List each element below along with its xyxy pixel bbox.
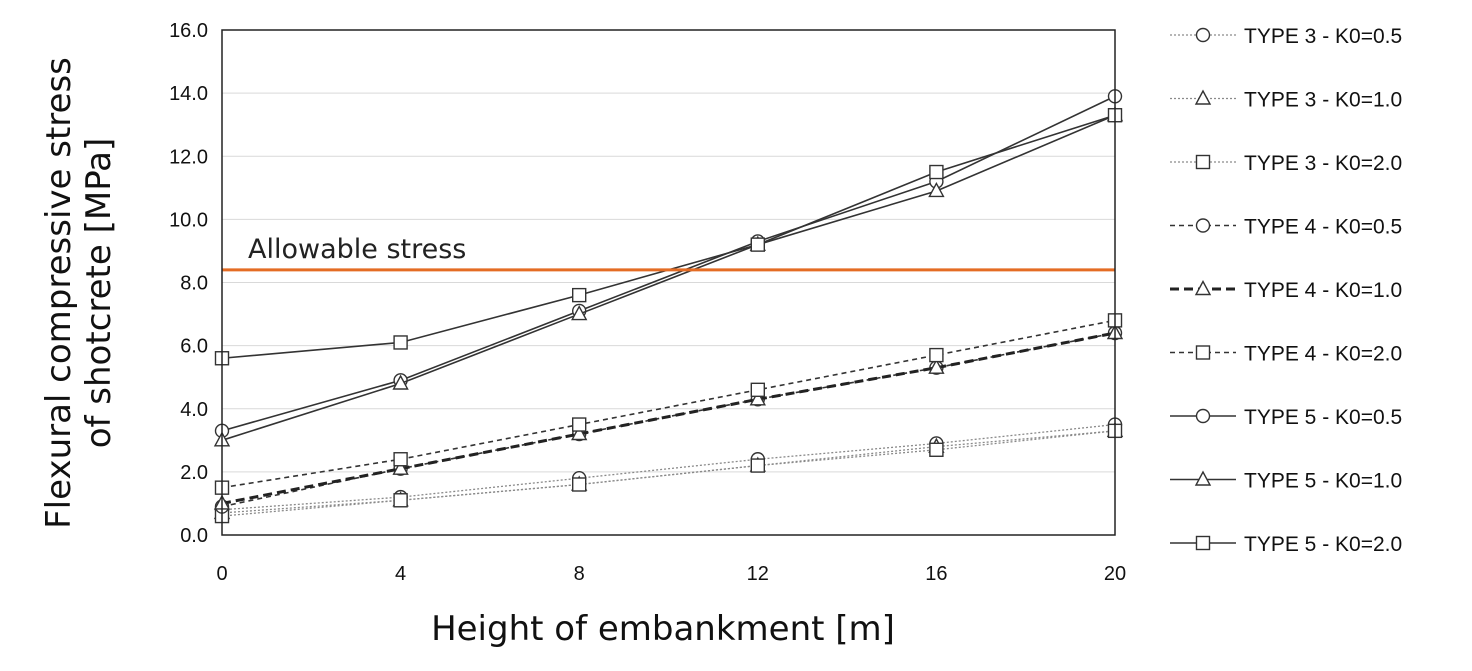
x-tick-label: 12	[747, 563, 769, 585]
legend-label: TYPE 4 - K0=2.0	[1244, 343, 1402, 366]
legend-marker	[1195, 408, 1211, 424]
data-point	[393, 335, 408, 350]
y-tick-label: 16.0	[169, 20, 208, 42]
legend-label: TYPE 5 - K0=1.0	[1244, 470, 1402, 493]
data-point	[928, 181, 945, 198]
data-point	[929, 347, 944, 363]
legend: TYPE 3 - K0=0.5 TYPE 3 - K0=1.0 TYPE 3 - K…	[1170, 25, 1402, 556]
data-point	[572, 417, 587, 432]
data-point	[572, 477, 587, 492]
legend-item: TYPE 4 - K0=1.0	[1170, 279, 1402, 302]
y-tick-label: 0.0	[180, 525, 208, 547]
series-line	[221, 430, 1116, 517]
data-point	[749, 390, 766, 406]
data-point	[393, 493, 408, 508]
legend-label: TYPE 5 - K0=2.0	[1244, 533, 1402, 556]
allowable-stress-label: Allowable stress	[248, 234, 466, 265]
y-tick-label: 2.0	[180, 462, 208, 484]
x-axis-title: Height of embankment [m]	[431, 609, 895, 649]
legend-item: TYPE 5 - K0=0.5	[1170, 406, 1402, 429]
series-line	[221, 114, 1116, 442]
y-tick-label: 8.0	[180, 273, 208, 295]
data-point	[750, 382, 765, 398]
y-axis-title: Flexural compressive stress of shotcrete…	[39, 57, 119, 529]
data-point	[392, 459, 409, 475]
data-point	[929, 164, 944, 180]
legend-marker	[1194, 470, 1212, 486]
legend-item: TYPE 3 - K0=1.0	[1170, 89, 1402, 112]
legend-label: TYPE 3 - K0=0.5	[1244, 25, 1402, 48]
legend-marker	[1195, 345, 1211, 360]
y-tick-label: 14.0	[169, 83, 208, 105]
x-tick-label: 16	[925, 563, 947, 585]
y-tick-label: 4.0	[180, 399, 208, 421]
y-tick-label: 12.0	[169, 146, 208, 168]
y-axis-title-line-2: of shotcrete [MPa]	[79, 138, 119, 449]
legend-marker	[1195, 154, 1211, 170]
series-line	[221, 319, 1116, 489]
plot-frame	[221, 29, 1116, 536]
legend-label: TYPE 3 - K0=2.0	[1244, 152, 1402, 175]
y-tick-label: 6.0	[180, 336, 208, 358]
legend-marker	[1194, 89, 1212, 105]
series-line	[221, 331, 1116, 505]
legend-label: TYPE 4 - K0=1.0	[1244, 279, 1402, 302]
legend-item: TYPE 3 - K0=2.0	[1170, 152, 1402, 175]
series-type-4-k0-1-0	[213, 324, 1124, 510]
legend-label: TYPE 4 - K0=0.5	[1244, 216, 1402, 239]
y-tick-label: 10.0	[169, 209, 208, 231]
y-tick-labels: 0.0 2.0 4.0 6.0 8.0 10.0 12.0 14.0 16.0	[169, 20, 208, 547]
legend-marker	[1195, 218, 1211, 233]
legend-item: TYPE 5 - K0=2.0	[1170, 533, 1402, 556]
series-line	[221, 423, 1116, 511]
series-layer	[213, 89, 1124, 524]
data-point	[571, 305, 588, 321]
legend-item: TYPE 5 - K0=1.0	[1170, 470, 1402, 493]
data-point	[393, 452, 408, 467]
legend-item: TYPE 4 - K0=0.5	[1170, 216, 1402, 239]
series-line	[221, 95, 1116, 432]
x-tick-label: 20	[1104, 563, 1126, 585]
x-tick-label: 0	[216, 563, 227, 585]
data-point	[750, 458, 765, 473]
x-tick-label: 8	[574, 563, 585, 585]
legend-marker	[1195, 535, 1211, 551]
legend-marker	[1195, 27, 1211, 43]
data-point	[750, 237, 765, 252]
x-tick-labels: 0 4 8 12 16 20	[216, 563, 1126, 585]
data-point	[392, 374, 409, 390]
data-point	[572, 287, 587, 303]
y-axis-title-line-1: Flexural compressive stress	[39, 57, 79, 529]
legend-item: TYPE 3 - K0=0.5	[1170, 25, 1402, 48]
legend-label: TYPE 3 - K0=1.0	[1244, 89, 1402, 112]
data-point	[928, 358, 945, 374]
x-tick-label: 4	[395, 563, 406, 585]
data-point	[929, 442, 944, 457]
data-point	[571, 425, 588, 441]
allowable-stress-layer: Allowable stress	[222, 234, 1115, 272]
legend-item: TYPE 4 - K0=2.0	[1170, 343, 1402, 366]
legend-label: TYPE 5 - K0=0.5	[1244, 406, 1402, 429]
legend-marker	[1194, 280, 1212, 296]
